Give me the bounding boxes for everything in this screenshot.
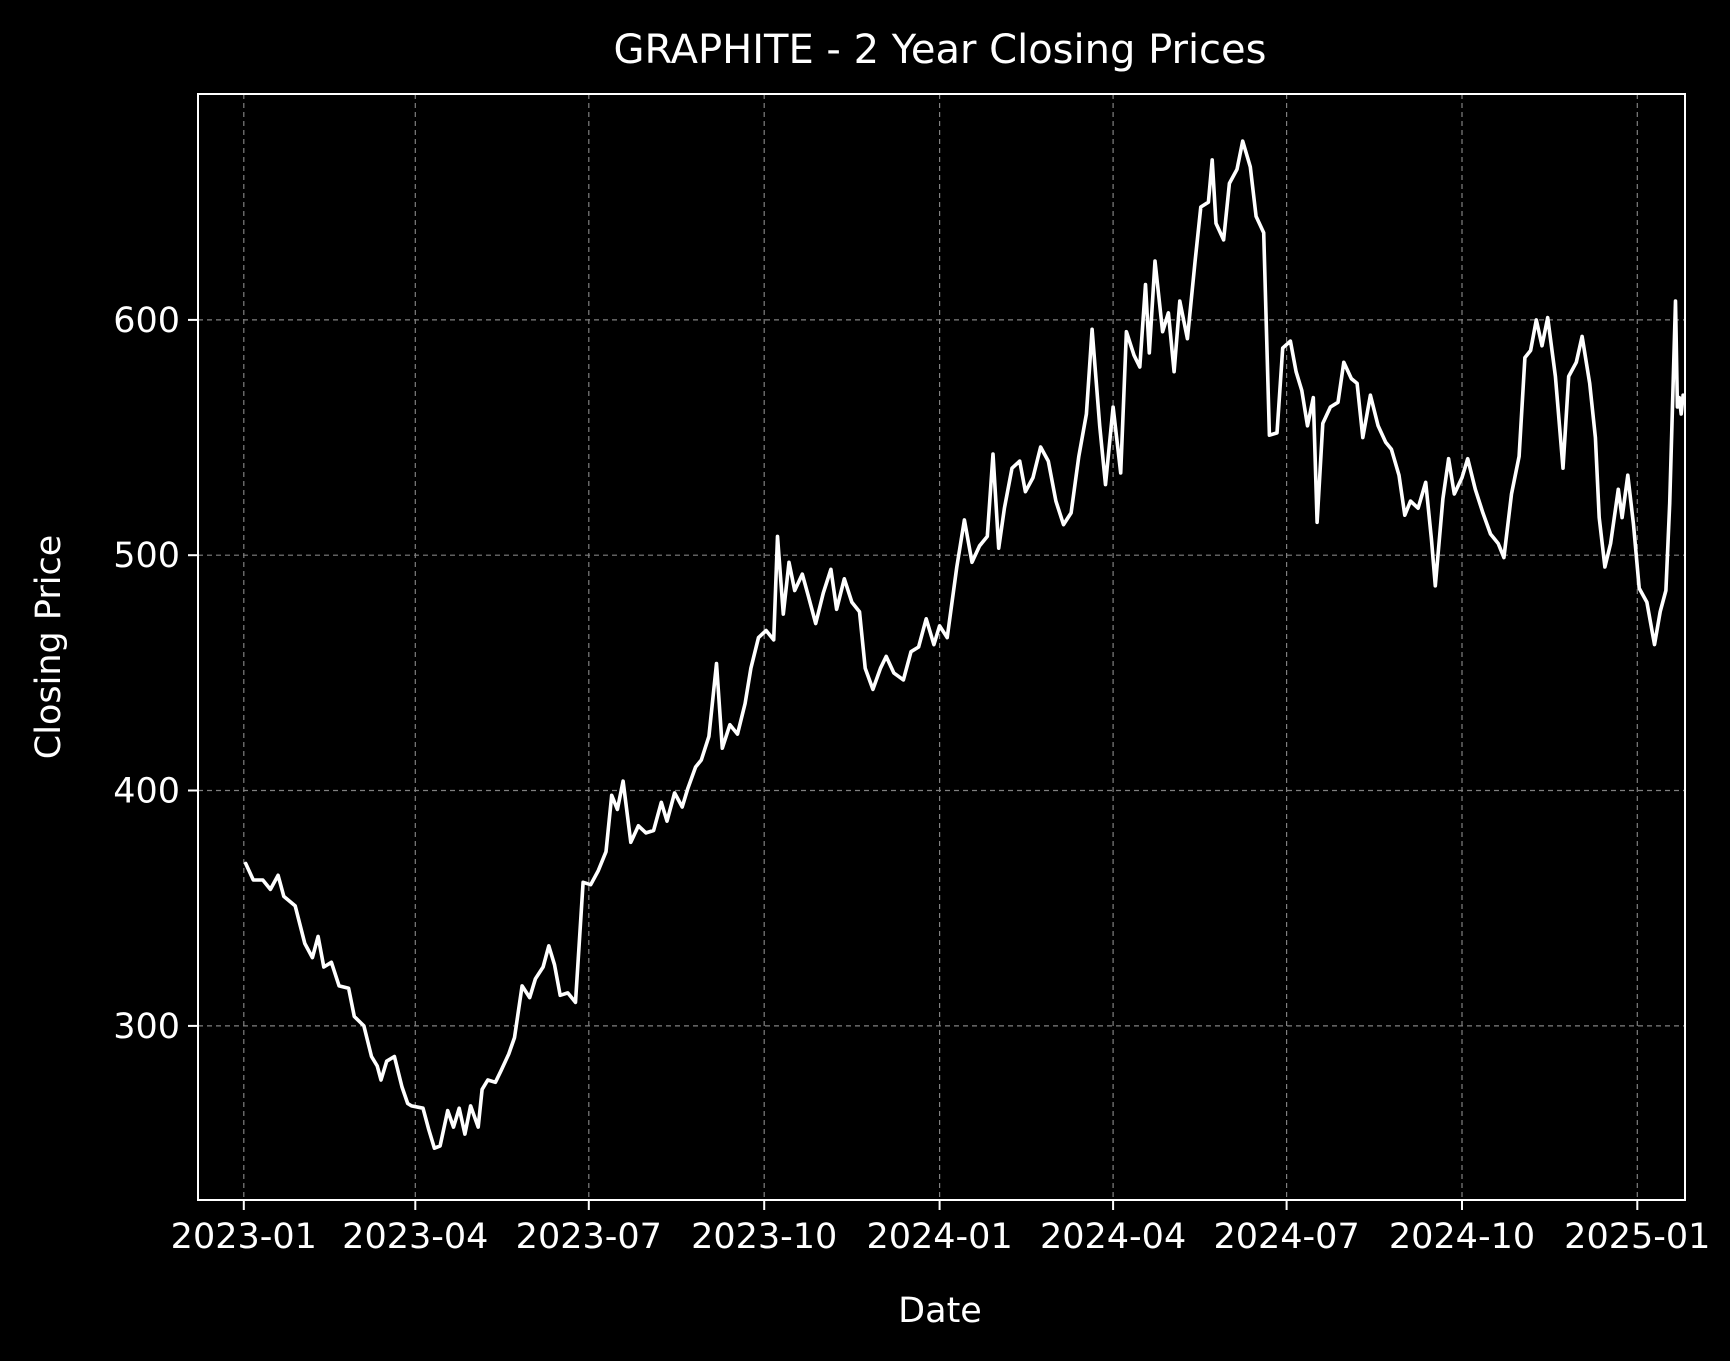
plot-frame xyxy=(197,93,1686,1201)
x-tick-label: 2023-07 xyxy=(516,1217,662,1257)
y-tick-label: 600 xyxy=(113,301,180,341)
grid-lines xyxy=(198,94,1685,1200)
y-axis: 300 400 500 600 xyxy=(113,301,198,1047)
series-line xyxy=(243,139,1685,1150)
y-tick-label: 500 xyxy=(113,536,180,576)
x-tick-label: 2024-10 xyxy=(1389,1217,1535,1257)
x-tick-label: 2023-01 xyxy=(171,1217,317,1257)
x-tick-label: 2023-04 xyxy=(342,1217,488,1257)
x-axis-label: Date xyxy=(898,1291,982,1331)
x-tick-label: 2024-01 xyxy=(866,1217,1012,1257)
y-axis-label: Closing Price xyxy=(29,535,69,759)
x-tick-label: 2024-04 xyxy=(1040,1217,1186,1257)
x-axis: 2023-01 2023-04 2023-07 2023-10 2024-01 2024-… xyxy=(171,1200,1710,1257)
y-tick-label: 400 xyxy=(113,772,180,812)
y-tick-label: 300 xyxy=(113,1007,180,1047)
x-tick-label: 2024-07 xyxy=(1213,1217,1359,1257)
x-tick-label: 2023-10 xyxy=(691,1217,837,1257)
chart-title: GRAPHITE - 2 Year Closing Prices xyxy=(613,27,1266,73)
x-tick-label: 2025-01 xyxy=(1564,1217,1710,1257)
